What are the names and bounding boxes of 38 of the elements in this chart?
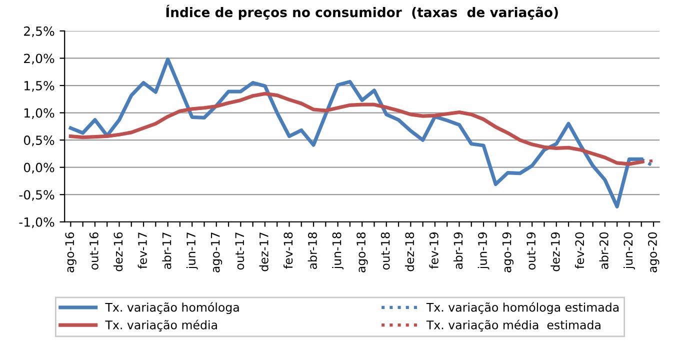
y-tick-label: 2,5% xyxy=(24,26,54,38)
legend-label: Tx. variação média xyxy=(105,320,217,332)
x-tick-label: abr-20 xyxy=(599,232,608,270)
y-tick-label: 0,5% xyxy=(24,136,54,146)
x-tick-label: out-16 xyxy=(89,232,98,270)
x-tick-label: ago-17 xyxy=(211,232,222,272)
x-tick-label: ago-18 xyxy=(356,232,368,272)
x-tick-label: fev-17 xyxy=(138,232,147,269)
y-tick-label: -1,0% xyxy=(19,217,54,228)
x-tick-label: jun-19 xyxy=(478,232,490,270)
x-tick-label: fev-19 xyxy=(429,232,438,269)
x-tick-label: ago-16 xyxy=(65,232,76,272)
x-tick-label: out-17 xyxy=(235,232,244,270)
x-tick-label: out-19 xyxy=(526,232,536,270)
x-tick-label: fev-20 xyxy=(574,232,584,269)
x-tick-label: jun-20 xyxy=(624,232,635,270)
x-tick-label: abr-19 xyxy=(454,232,463,270)
x-tick-label: abr-18 xyxy=(308,232,317,270)
x-tick-label: dez-18 xyxy=(404,232,414,272)
y-tick-label: 0,0% xyxy=(24,162,54,174)
x-tick-label: abr-17 xyxy=(162,232,172,270)
x-tick-label: out-18 xyxy=(380,232,390,270)
x-tick-label: fev-18 xyxy=(284,232,293,269)
y-tick-label: 1,0% xyxy=(24,108,54,119)
x-tick-label: dez-16 xyxy=(114,232,123,272)
x-tick-label: jun-17 xyxy=(186,232,198,270)
y-tick-label: 2,0% xyxy=(24,54,54,64)
chart-title: Índice de preços no consumidor (taxas de variação) xyxy=(166,4,558,20)
x-tick-label: jun-18 xyxy=(332,232,344,270)
y-tick-label: 1,5% xyxy=(24,80,54,92)
legend-label: Tx. variação homóloga estimada xyxy=(426,302,619,314)
legend-label: Tx. variação homóloga xyxy=(105,302,239,314)
x-tick-label: ago-19 xyxy=(502,232,514,272)
x-tick-label: ago-20 xyxy=(648,232,660,272)
x-tick-label: dez-17 xyxy=(259,232,268,272)
x-tick-label: dez-19 xyxy=(550,232,560,272)
legend-label: Tx. variação média estimada xyxy=(426,320,600,332)
y-tick-label: -0,5% xyxy=(19,190,54,201)
